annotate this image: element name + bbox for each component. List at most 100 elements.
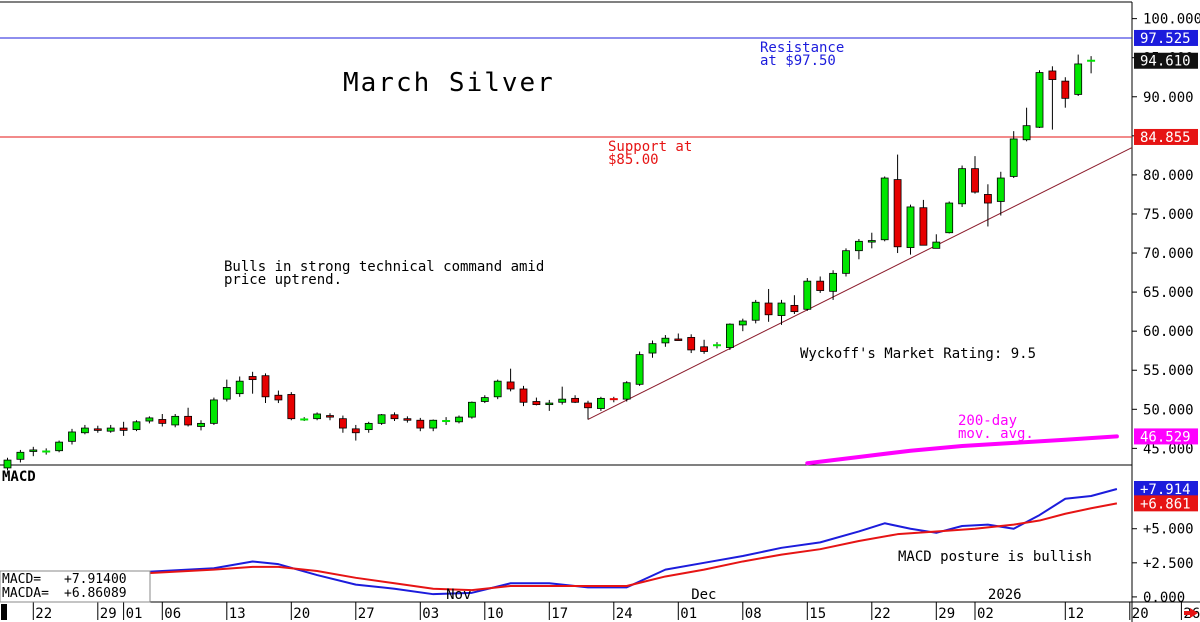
candle: [558, 386, 567, 405]
candle-body: [197, 422, 205, 427]
candle: [609, 396, 618, 403]
candle-body: [326, 415, 334, 418]
candle: [364, 421, 373, 433]
scroll-left-handle[interactable]: [1, 604, 7, 620]
market-rating: Wyckoff's Market Rating: 9.5: [800, 346, 1036, 362]
candle-body: [1035, 72, 1044, 128]
date-label: 29: [938, 606, 955, 622]
date-label: 17: [551, 606, 568, 622]
candle: [1061, 77, 1070, 108]
last-price-tag-bg: [1134, 52, 1198, 69]
candle: [184, 407, 193, 427]
support-note-line2: $85.00: [608, 152, 659, 168]
date-label: 15: [809, 606, 826, 622]
candle-body: [261, 375, 270, 398]
support-tag: 84.855: [1140, 130, 1191, 146]
support-tag-bg: [1134, 128, 1198, 145]
candle-body: [364, 422, 373, 431]
candle-body: [803, 280, 812, 310]
candle: [68, 428, 76, 445]
candle-body: [1009, 138, 1018, 177]
macd-axis-label: +5.000: [1143, 522, 1194, 538]
trend-line: [587, 147, 1133, 420]
candle-body: [751, 301, 760, 321]
candle-body: [455, 416, 463, 423]
candle: [119, 421, 128, 436]
candle: [945, 201, 954, 234]
candle-body: [274, 394, 283, 401]
candle-body: [700, 346, 708, 352]
candle: [1022, 107, 1031, 142]
candle: [855, 238, 863, 260]
candle: [171, 413, 180, 428]
candle: [235, 376, 244, 397]
candle-body: [81, 427, 89, 434]
candle-body: [661, 337, 670, 344]
resistance-note-line1: Resistance: [760, 40, 844, 56]
candle-body: [493, 380, 502, 398]
price-axis-label: 60.000: [1143, 324, 1194, 340]
candle-body: [222, 387, 231, 400]
candle: [1009, 131, 1018, 179]
scroll-right-arrow-icon[interactable]: [1184, 608, 1198, 618]
candle-body: [29, 449, 38, 452]
candle: [996, 171, 1005, 216]
candle-body: [171, 415, 180, 426]
candle-body: [893, 179, 902, 248]
date-label: 22: [35, 606, 52, 622]
candle: [442, 417, 451, 425]
candle: [751, 299, 760, 324]
candle: [197, 420, 205, 431]
candle-body: [16, 451, 25, 460]
candle-body: [945, 202, 954, 234]
candle-body: [816, 280, 825, 291]
candle-body: [3, 459, 12, 469]
date-label: 01: [126, 606, 143, 622]
candle: [467, 401, 476, 419]
period-label: Nov: [446, 587, 471, 603]
candle: [42, 448, 51, 455]
candle: [893, 154, 902, 254]
candle: [958, 165, 966, 207]
candle-body: [93, 428, 102, 431]
candle: [906, 204, 915, 255]
price-axis-label: 65.000: [1143, 285, 1194, 301]
candle-body: [777, 302, 786, 316]
candle-body: [738, 320, 747, 326]
ma-tag: 46.529: [1140, 429, 1191, 445]
candle: [738, 318, 747, 332]
macda-line: [7, 502, 1118, 592]
ma-line: [805, 434, 1119, 466]
candle-body: [867, 240, 876, 243]
date-label: 03: [422, 606, 439, 622]
price-pane: [0, 37, 1133, 471]
macd-readout-box: [0, 570, 151, 603]
candle: [209, 397, 218, 425]
axes: 45.000 50.000 55.000 60.000 65.000 70.000 75.0…: [32, 12, 1200, 622]
candle: [222, 379, 231, 402]
period-label: Dec: [691, 587, 716, 603]
candle: [261, 373, 270, 404]
candle-body: [506, 381, 515, 390]
candle: [158, 413, 167, 427]
candle: [106, 424, 115, 433]
candle: [274, 390, 283, 404]
date-label: 13: [229, 606, 246, 622]
candle: [519, 385, 528, 407]
resistance-tag-bg: [1134, 29, 1198, 46]
candle-body: [158, 419, 167, 424]
candle-body: [648, 343, 657, 354]
candle-body: [351, 428, 360, 434]
candle: [635, 351, 644, 386]
candle-body: [996, 177, 1005, 202]
candle: [713, 342, 721, 349]
candle: [842, 248, 850, 277]
candle: [622, 381, 631, 402]
candle-body: [467, 401, 476, 418]
date-label: 06: [164, 606, 181, 622]
candle: [506, 368, 515, 392]
macd-pane: [7, 488, 1118, 596]
candle-body: [726, 323, 734, 348]
candle-body: [209, 399, 218, 424]
candle: [687, 334, 696, 354]
